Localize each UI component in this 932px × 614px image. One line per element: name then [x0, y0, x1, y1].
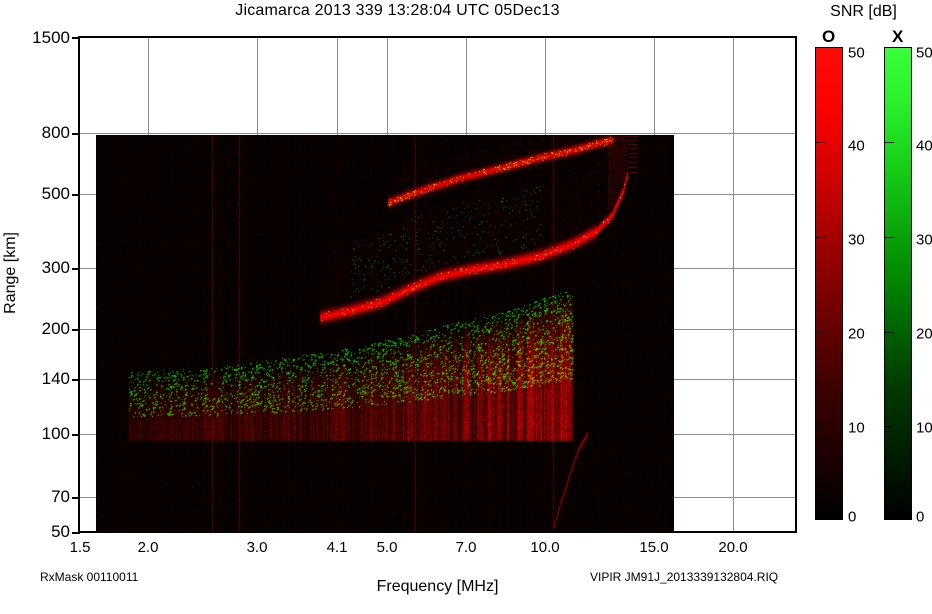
x-tick-label: 1.5 — [69, 539, 91, 556]
colorbar-o-label: O — [822, 27, 836, 46]
gridline-vertical — [733, 38, 734, 531]
x-tick-label: 7.0 — [455, 539, 477, 556]
x-tick-label: 10.0 — [530, 539, 560, 556]
colorbar-o-tick-label: 30 — [848, 231, 865, 249]
y-tick-label: 50 — [51, 522, 70, 541]
x-tick-label: 20.0 — [718, 539, 748, 556]
colorbar-o-tick — [815, 332, 825, 333]
colorbar-o-tick — [815, 426, 825, 427]
x-tick-label: 4.1 — [326, 539, 348, 556]
y-tick-label: 140 — [41, 369, 70, 388]
colorbar-x-tick — [884, 426, 894, 427]
y-tick-label: 500 — [41, 184, 70, 203]
colorbar-o-tick-label: 50 — [848, 44, 865, 62]
colorbar-x-tick — [884, 237, 894, 238]
colorbar-x-tick-label: 40 — [916, 137, 932, 155]
colorbar-x-tick — [884, 142, 894, 143]
y-tick-label: 300 — [41, 258, 70, 277]
y-tick-label: 100 — [41, 424, 70, 443]
y-tick-mark — [72, 379, 80, 381]
x-axis-title: Frequency [MHz] — [376, 578, 499, 595]
y-tick-mark — [72, 133, 80, 135]
y-tick-label: 1500 — [32, 28, 70, 47]
y-tick-mark — [72, 37, 80, 39]
colorbar-o-tick-label: 10 — [848, 419, 865, 437]
y-tick-label: 70 — [51, 487, 70, 506]
colorbar-o-tick — [815, 142, 825, 143]
rxmask-label: RxMask 00110011 — [40, 570, 139, 584]
y-tick-mark — [72, 532, 80, 534]
y-tick-label: 800 — [41, 123, 70, 142]
x-tick-label: 5.0 — [376, 539, 398, 556]
colorbar-o-tick-label: 20 — [848, 325, 865, 343]
ionogram-plot-frame: 1500 800 500 300 200 140 100 70 50 1.5 2… — [32, 28, 797, 556]
y-tick-mark — [72, 434, 80, 436]
colorbar-x-tick-label: 0 — [916, 508, 925, 526]
colorbar-x-tick-label: 50 — [916, 44, 932, 62]
x-tick-label: 2.0 — [137, 539, 159, 556]
colorbar-o-tick — [815, 237, 825, 238]
riq-filename-label: VIPIR JM91J_2013339132804.RIQ — [590, 570, 779, 584]
colorbar-title: SNR [dB] — [830, 3, 897, 20]
y-tick-mark — [72, 329, 80, 331]
colorbar-x-tick-label: 20 — [916, 325, 932, 343]
ionogram-data-area[interactable] — [96, 135, 674, 533]
x-tick-label: 15.0 — [639, 539, 669, 556]
y-tick-label: 200 — [41, 319, 70, 338]
colorbar-x-tick-label: 10 — [916, 419, 932, 437]
colorbar-x-tick-label: 30 — [916, 231, 932, 249]
y-tick-mark — [72, 497, 80, 499]
colorbar-o-tick-label: 40 — [848, 137, 865, 155]
y-tick-mark — [72, 194, 80, 196]
colorbar-x-gradient[interactable] — [884, 47, 912, 520]
colorbar-o-tick-label: 0 — [848, 508, 857, 526]
y-tick-mark — [72, 268, 80, 270]
gridline-horizontal — [80, 133, 795, 134]
colorbar-x-tick — [884, 332, 894, 333]
page-title: Jicamarca 2013 339 13:28:04 UTC 05Dec13 — [235, 2, 560, 19]
x-tick-label: 3.0 — [246, 539, 268, 556]
colorbar-o-gradient[interactable] — [815, 47, 843, 520]
y-axis-title: Range [km] — [2, 232, 19, 314]
colorbar-x-label: X — [892, 27, 904, 46]
